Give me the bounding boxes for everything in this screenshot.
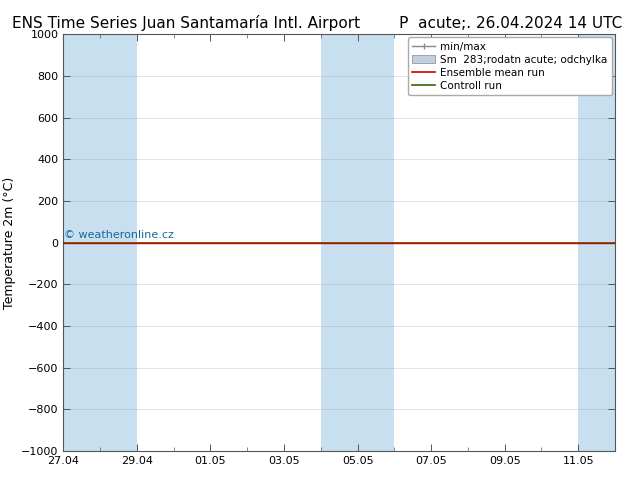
Bar xyxy=(578,34,615,451)
Y-axis label: Temperature 2m (°C): Temperature 2m (°C) xyxy=(3,176,16,309)
Text: ENS Time Series Juan Santamaría Intl. Airport        P  acute;. 26.04.2024 14 UT: ENS Time Series Juan Santamaría Intl. Ai… xyxy=(12,15,622,31)
Bar xyxy=(100,34,137,451)
Legend: min/max, Sm  283;rodatn acute; odchylka, Ensemble mean run, Controll run: min/max, Sm 283;rodatn acute; odchylka, … xyxy=(408,37,612,95)
Bar xyxy=(321,34,394,451)
Bar xyxy=(63,34,100,451)
Text: © weatheronline.cz: © weatheronline.cz xyxy=(64,230,174,240)
